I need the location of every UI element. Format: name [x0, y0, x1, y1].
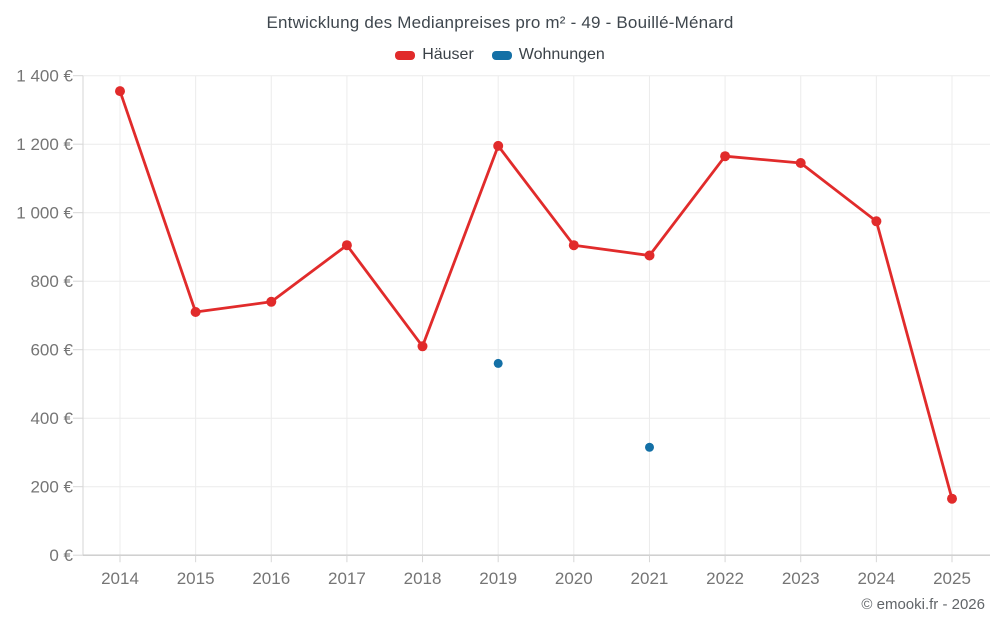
y-tick-label: 200 €	[30, 478, 73, 497]
x-tick-label: 2022	[706, 569, 744, 588]
y-tick-label: 600 €	[30, 341, 73, 360]
series-h-user	[115, 86, 957, 504]
legend-label-wohnungen: Wohnungen	[518, 46, 605, 63]
x-tick-label: 2023	[782, 569, 820, 588]
x-tick-label: 2015	[177, 569, 215, 588]
x-gridlines	[119, 75, 953, 556]
x-tick-label: 2014	[101, 569, 139, 588]
series-h-user-point-2023[interactable]	[795, 158, 806, 168]
legend-item-wohnungen[interactable]: Wohnungen	[491, 46, 605, 64]
x-tick-labels: 2014 2015 2016 2017 2018 2019 2020 2021 2022 2023…	[101, 569, 971, 588]
axis-lines	[82, 75, 990, 556]
x-tick-label: 2020	[555, 569, 593, 588]
x-tick-label: 2021	[631, 569, 669, 588]
legend-swatch-wohnungen-icon	[491, 50, 512, 60]
y-tick-label: 400 €	[30, 409, 73, 428]
tick-marks	[73, 75, 953, 563]
x-tick-label: 2018	[404, 569, 442, 588]
y-tick-label: 0 €	[49, 546, 73, 565]
legend-swatch-haeuser-icon	[395, 50, 416, 60]
series-wohnungen-point-2021[interactable]	[645, 442, 654, 452]
series-h-user-point-2016[interactable]	[266, 296, 277, 307]
series-h-user-line	[118, 89, 954, 501]
x-tick-label: 2019	[479, 569, 517, 588]
series-h-user-point-2014[interactable]	[115, 86, 125, 97]
series-h-user-point-2021[interactable]	[644, 250, 655, 261]
series-h-user-point-2017[interactable]	[341, 240, 352, 251]
series-h-user-point-2022[interactable]	[720, 151, 731, 162]
x-tick-label: 2017	[328, 569, 366, 588]
y-tick-label: 1 400 €	[16, 67, 73, 86]
series-h-user-point-2020[interactable]	[568, 240, 579, 251]
attribution: © emooki.fr - 2026	[861, 596, 985, 613]
series-h-user-point-2015[interactable]	[190, 307, 201, 317]
series-h-user-point-2025[interactable]	[947, 493, 957, 504]
y-tick-labels: 0 € 200 € 400 € 600 € 800 € 1 000 € 1 200 € 1 4…	[16, 67, 73, 566]
y-tick-label: 1 000 €	[16, 204, 73, 223]
series-h-user-point-2019[interactable]	[493, 140, 504, 151]
x-tick-label: 2025	[933, 569, 971, 588]
series-h-user-point-2018[interactable]	[417, 341, 428, 352]
series-h-user-point-2024[interactable]	[871, 216, 882, 227]
legend-item-haeuser[interactable]: Häuser	[395, 46, 474, 64]
series-wohnungen-point-2019[interactable]	[493, 358, 503, 368]
legend: Häuser Wohnungen	[0, 46, 1000, 64]
x-tick-label: 2016	[252, 569, 290, 588]
chart-title: Entwicklung des Medianpreises pro m² - 4…	[266, 13, 734, 32]
y-gridlines	[83, 75, 990, 488]
y-tick-label: 1 200 €	[16, 135, 73, 154]
series-wohnungen	[493, 358, 654, 452]
legend-label-haeuser: Häuser	[422, 46, 474, 63]
x-tick-label: 2024	[857, 569, 895, 588]
y-tick-label: 800 €	[30, 272, 73, 291]
